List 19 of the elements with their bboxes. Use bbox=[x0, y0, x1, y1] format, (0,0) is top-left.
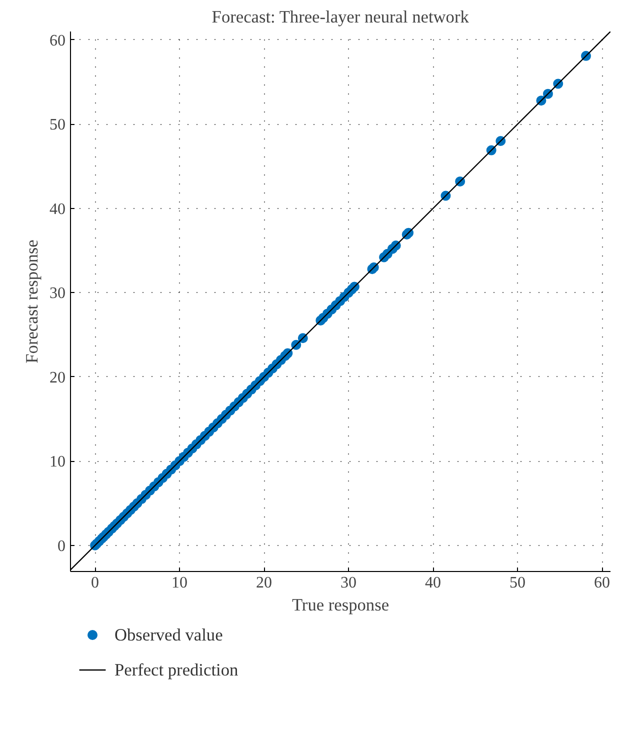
y-axis-title: Forecast response bbox=[22, 239, 42, 364]
chart-title: Forecast: Three-layer neural network bbox=[212, 8, 470, 26]
y-tick-label: 0 bbox=[58, 538, 66, 555]
y-tick-label: 30 bbox=[50, 285, 66, 302]
x-tick-label: 60 bbox=[594, 574, 610, 592]
y-tick-label: 60 bbox=[50, 32, 66, 50]
legend-label: Observed value bbox=[114, 626, 224, 644]
y-tick-label: 50 bbox=[50, 116, 66, 134]
x-tick-label: 20 bbox=[256, 574, 272, 592]
x-tick-label: 40 bbox=[425, 574, 442, 592]
x-tick-label: 0 bbox=[91, 574, 100, 592]
legend-label: Perfect prediction bbox=[114, 660, 238, 680]
x-tick-label: 50 bbox=[510, 574, 526, 592]
x-tick-label: 30 bbox=[340, 574, 357, 592]
x-tick-label: 10 bbox=[172, 574, 188, 592]
y-tick-label: 40 bbox=[50, 200, 66, 218]
y-tick-label: 10 bbox=[50, 454, 66, 471]
x-axis-title: True response bbox=[292, 596, 390, 614]
y-tick-label: 20 bbox=[50, 369, 66, 386]
